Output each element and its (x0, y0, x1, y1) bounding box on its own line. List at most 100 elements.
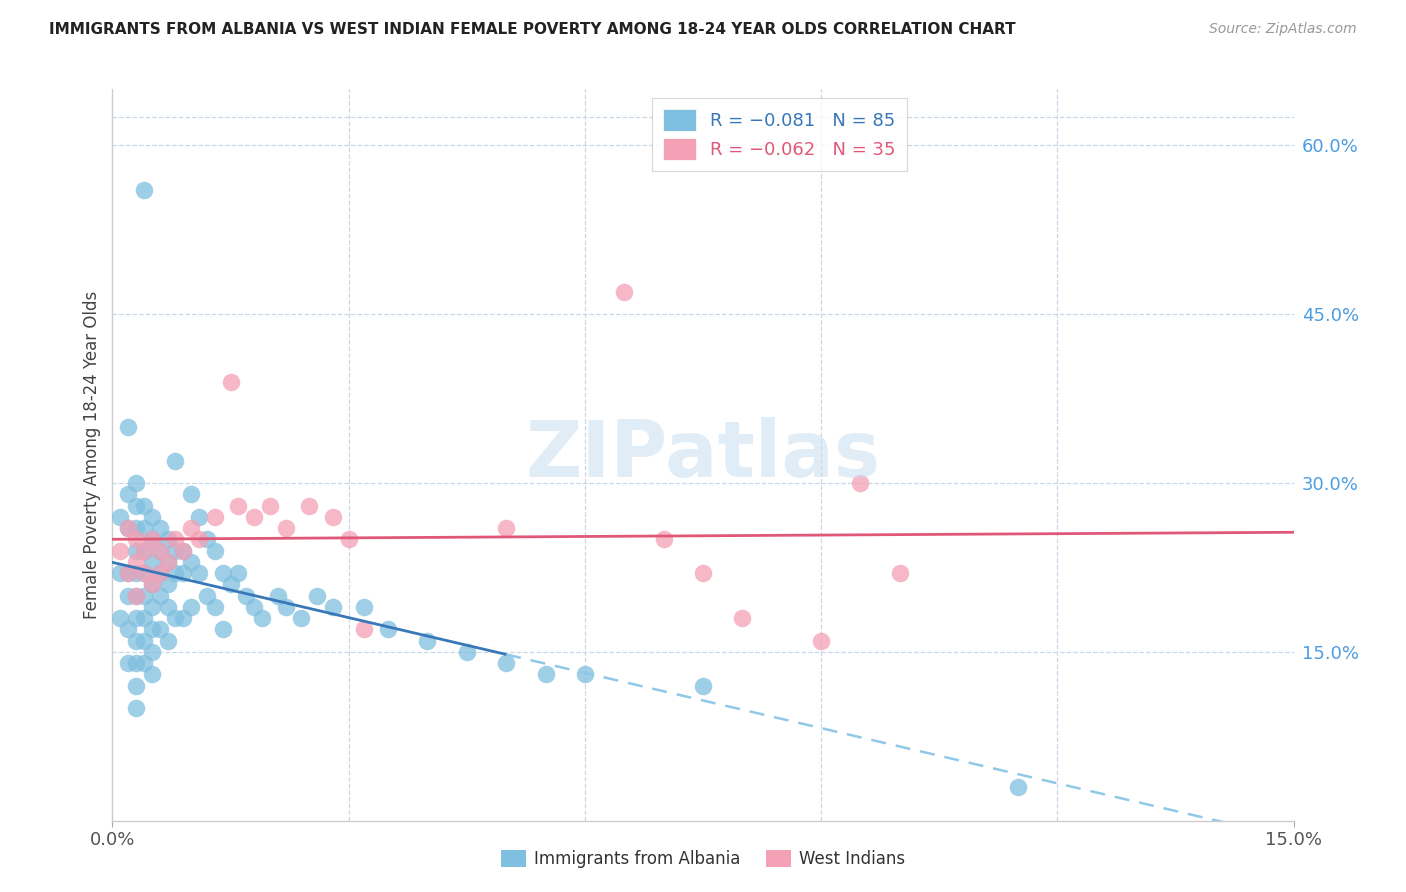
Point (180, 555, 202, 569)
Point (141, 577, 163, 591)
Point (132, 611, 155, 625)
Point (219, 577, 242, 591)
Y-axis label: Female Poverty Among 18-24 Year Olds: Female Poverty Among 18-24 Year Olds (83, 291, 101, 619)
Point (125, 499, 148, 513)
Point (613, 285, 636, 299)
Point (117, 566, 139, 580)
Point (141, 533, 163, 547)
Point (125, 701, 148, 715)
Point (495, 521, 517, 535)
Point (1007, 780, 1029, 794)
Point (156, 533, 179, 547)
Point (110, 509, 132, 524)
Point (165, 543, 187, 558)
Point (117, 656, 139, 670)
Point (125, 679, 148, 693)
Point (117, 419, 139, 434)
Point (849, 476, 872, 491)
Point (141, 577, 163, 591)
Point (731, 611, 754, 625)
Point (132, 543, 155, 558)
Point (456, 645, 478, 659)
Point (180, 599, 202, 614)
Point (353, 599, 375, 614)
Point (188, 566, 211, 580)
Point (204, 543, 226, 558)
Point (132, 521, 155, 535)
Point (165, 611, 187, 625)
Legend: R = −0.081   N = 85, R = −0.062   N = 35: R = −0.081 N = 85, R = −0.062 N = 35 (652, 98, 907, 171)
Point (141, 645, 163, 659)
Point (125, 589, 148, 603)
Point (132, 543, 155, 558)
Point (117, 623, 139, 637)
Point (117, 521, 139, 535)
Point (141, 533, 163, 547)
Point (156, 577, 179, 591)
Point (149, 566, 172, 580)
Point (125, 543, 148, 558)
Point (172, 543, 194, 558)
Point (377, 623, 399, 637)
Point (149, 521, 172, 535)
Point (125, 611, 148, 625)
Point (141, 509, 163, 524)
Point (125, 589, 148, 603)
Point (156, 633, 179, 648)
Point (235, 589, 257, 603)
Point (353, 623, 375, 637)
Point (172, 543, 194, 558)
Point (141, 623, 163, 637)
Point (125, 566, 148, 580)
Point (228, 499, 250, 513)
Point (267, 589, 290, 603)
Point (132, 633, 155, 648)
Point (188, 509, 211, 524)
Point (219, 375, 242, 389)
Point (165, 533, 187, 547)
Point (149, 543, 172, 558)
Point (322, 509, 344, 524)
Legend: Immigrants from Albania, West Indians: Immigrants from Albania, West Indians (495, 843, 911, 875)
Point (156, 599, 179, 614)
Point (274, 599, 297, 614)
Point (117, 521, 139, 535)
Point (180, 487, 202, 501)
Point (180, 521, 202, 535)
Point (141, 599, 163, 614)
Point (188, 533, 211, 547)
Text: ZIPatlas: ZIPatlas (526, 417, 880, 493)
Point (125, 633, 148, 648)
Point (574, 667, 596, 681)
Point (534, 667, 557, 681)
Point (692, 566, 714, 580)
Point (117, 589, 139, 603)
Point (141, 555, 163, 569)
Point (274, 521, 297, 535)
Point (165, 566, 187, 580)
Point (322, 599, 344, 614)
Point (132, 566, 155, 580)
Point (250, 611, 273, 625)
Point (132, 184, 155, 198)
Point (211, 566, 233, 580)
Point (149, 566, 172, 580)
Point (156, 555, 179, 569)
Point (337, 533, 360, 547)
Point (132, 499, 155, 513)
Point (110, 611, 132, 625)
Point (307, 589, 329, 603)
Point (132, 589, 155, 603)
Point (195, 533, 218, 547)
Point (125, 521, 148, 535)
Point (117, 487, 139, 501)
Point (204, 599, 226, 614)
Point (195, 589, 218, 603)
Point (290, 611, 312, 625)
Point (416, 633, 439, 648)
Point (172, 611, 194, 625)
Point (125, 476, 148, 491)
Point (132, 656, 155, 670)
Point (165, 453, 187, 467)
Point (889, 566, 911, 580)
